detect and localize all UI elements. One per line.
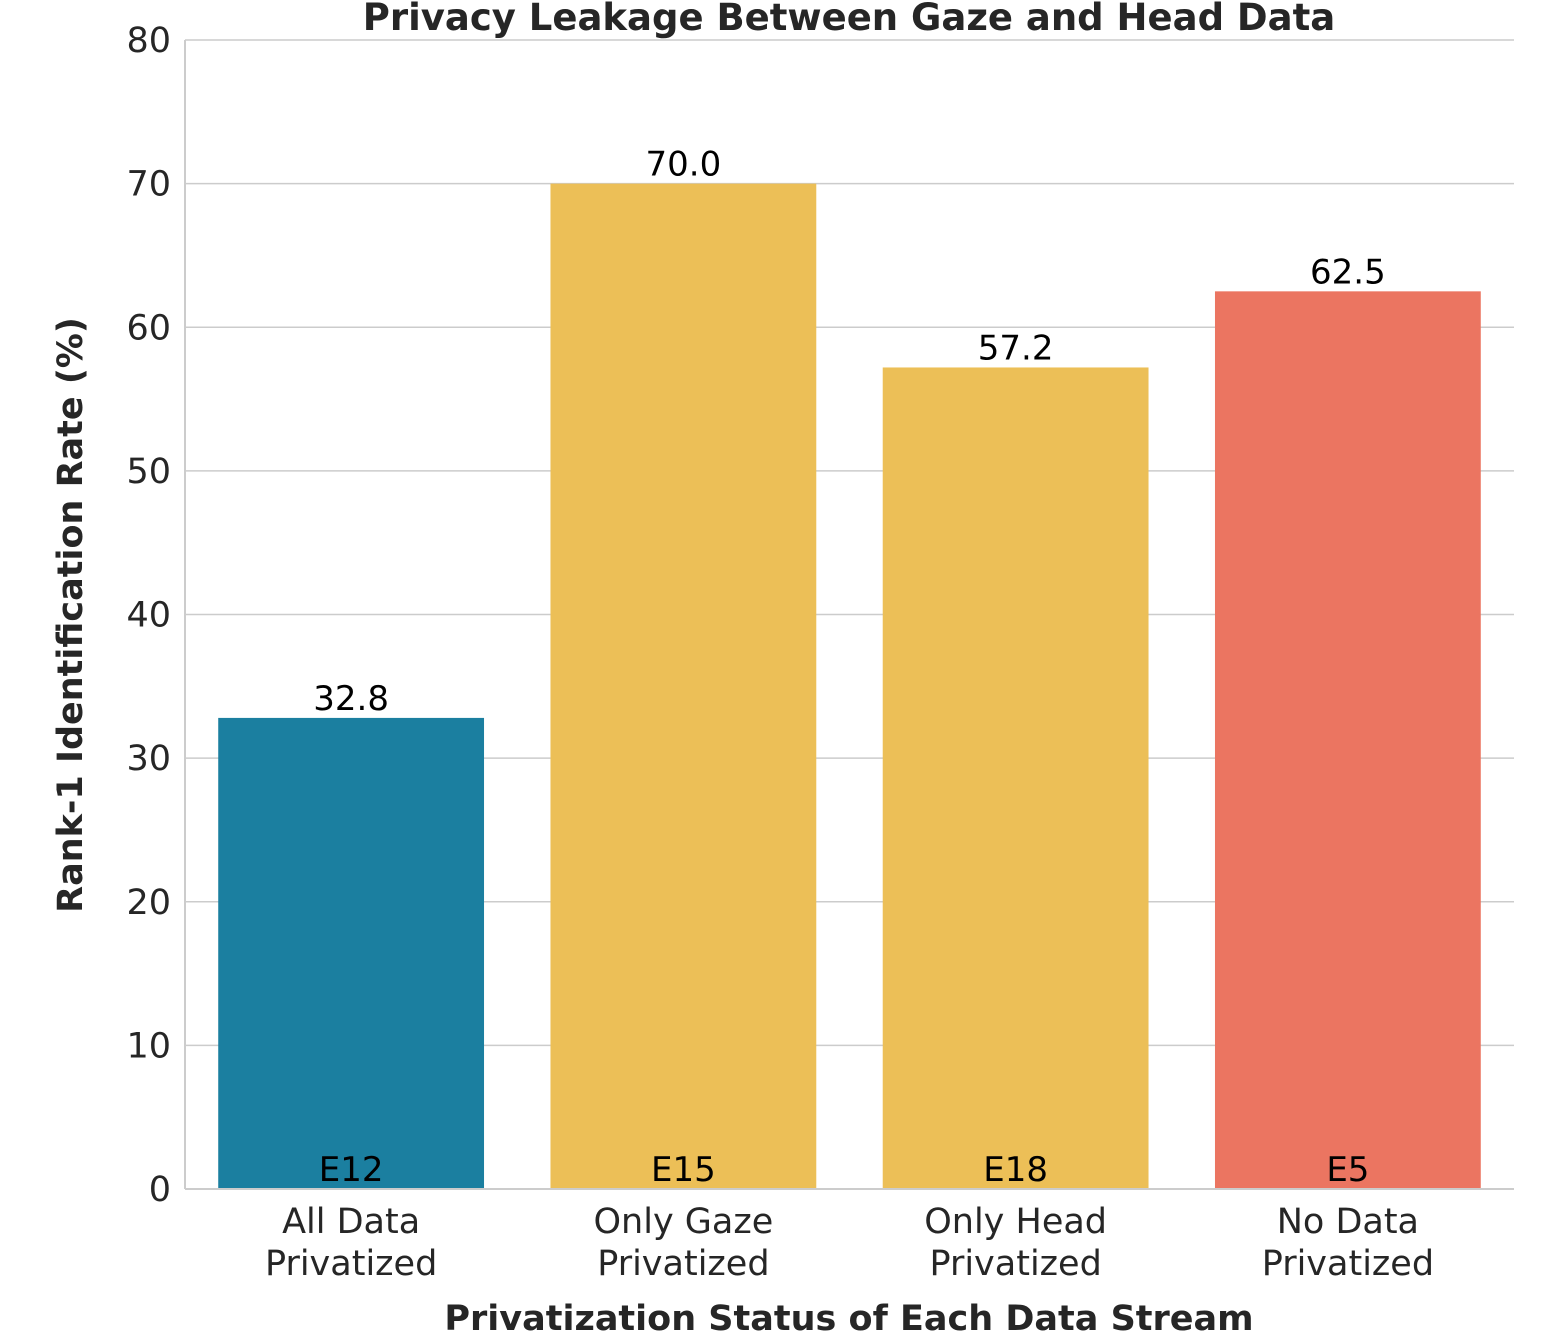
x-tick-label: Only Gaze <box>593 1202 773 1242</box>
x-axis-title: Privatization Status of Each Data Stream <box>444 1299 1253 1338</box>
y-tick-label: 50 <box>126 452 171 492</box>
label-layer: 32.8 E12 70.0 E15 57.2 E18 62.5 E5 <box>313 145 1385 1190</box>
x-tick-label: Only Head <box>924 1202 1107 1242</box>
y-tick-label: 30 <box>126 739 171 779</box>
bar-layer <box>218 183 1481 1190</box>
bar <box>1214 291 1481 1189</box>
bar-value-label: 32.8 <box>313 679 389 719</box>
x-tick-label: No Data <box>1277 1202 1419 1242</box>
x-tick-label: All Data <box>282 1202 420 1242</box>
chart-title: Privacy Leakage Between Gaze and Head Da… <box>363 0 1336 39</box>
x-tick-label: Privatized <box>597 1244 769 1284</box>
y-tick-label: 10 <box>126 1026 171 1066</box>
bar-code-label: E5 <box>1326 1150 1369 1190</box>
x-tick-label: Privatized <box>1262 1244 1434 1284</box>
y-tick-label: 20 <box>126 883 171 923</box>
bar <box>882 367 1149 1190</box>
y-tick-label: 70 <box>126 165 171 205</box>
y-tick-layer: 0 10 20 30 40 50 60 70 80 <box>126 21 171 1210</box>
bar <box>218 717 485 1189</box>
bar-value-label: 62.5 <box>1310 252 1386 292</box>
bar <box>550 183 817 1189</box>
bar-value-label: 57.2 <box>978 328 1054 368</box>
x-tick-label: Privatized <box>265 1244 437 1284</box>
axis-layer <box>184 40 1514 1190</box>
y-tick-label: 60 <box>126 308 171 348</box>
y-axis-title: Rank-1 Identification Rate (%) <box>51 317 91 913</box>
y-tick-label: 80 <box>126 21 171 61</box>
y-tick-label: 0 <box>149 1170 171 1210</box>
y-tick-label: 40 <box>126 596 171 636</box>
x-tick-label: Privatized <box>929 1244 1101 1284</box>
bar-code-label: E18 <box>983 1150 1048 1190</box>
bar-code-label: E15 <box>651 1150 716 1190</box>
bar-code-label: E12 <box>319 1150 384 1190</box>
bar-value-label: 70.0 <box>646 145 722 185</box>
